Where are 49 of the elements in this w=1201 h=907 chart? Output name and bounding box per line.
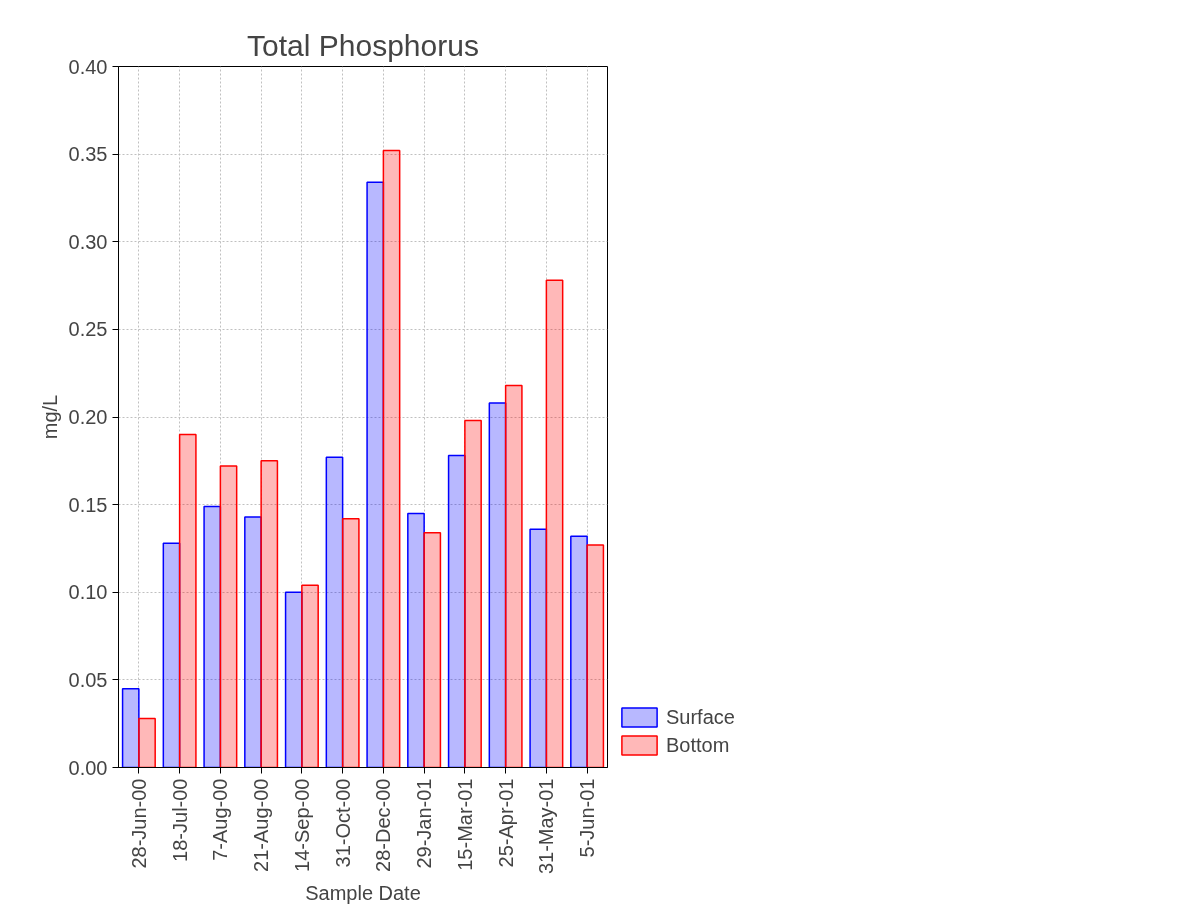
bar — [341, 517, 360, 768]
bar — [219, 465, 238, 768]
bar — [162, 542, 181, 768]
bar — [325, 456, 344, 768]
bar — [529, 528, 548, 768]
legend-label: Surface — [666, 705, 735, 729]
x-tick-label: 21-Aug-00 — [250, 778, 273, 872]
x-tick-label: 18-Jul-00 — [168, 778, 191, 862]
bar — [178, 433, 197, 768]
x-tick-label: 5-Jun-01 — [576, 778, 599, 858]
x-tick-label: 14-Sep-00 — [290, 778, 313, 872]
chart-title: Total Phosphorus — [247, 28, 479, 62]
bar — [586, 544, 605, 768]
bar — [244, 516, 262, 768]
bar — [138, 717, 156, 768]
bar — [301, 584, 319, 768]
bar — [382, 149, 401, 768]
y-tick-label: 0.10 — [68, 581, 108, 604]
y-tick-label: 0.40 — [68, 55, 108, 78]
bar — [203, 505, 222, 768]
bar — [447, 454, 466, 768]
bar — [423, 531, 442, 768]
bar — [504, 384, 523, 768]
bar — [570, 535, 588, 768]
y-tick-label: 0.35 — [68, 143, 108, 166]
y-tick-label: 0.25 — [68, 318, 108, 341]
x-tick-label: 31-Oct-00 — [331, 778, 354, 868]
y-tick-label: 0.00 — [68, 756, 108, 779]
x-tick-label: 15-Mar-01 — [453, 778, 476, 871]
bar — [407, 512, 425, 768]
y-tick-label: 0.15 — [68, 493, 108, 516]
y-axis-title: mg/L — [38, 394, 61, 440]
y-tick-label: 0.20 — [68, 406, 108, 428]
bar — [366, 181, 385, 768]
bar — [121, 687, 140, 768]
y-tick-label: 0.30 — [68, 230, 108, 253]
x-axis-title: Sample Date — [305, 882, 421, 905]
x-tick-label: 28-Dec-00 — [372, 778, 395, 872]
legend-label: Bottom — [666, 733, 730, 757]
x-tick-label: 7-Aug-00 — [209, 778, 232, 861]
x-tick-label: 31-May-01 — [535, 778, 558, 875]
x-tick-label: 28-Jun-00 — [127, 778, 150, 869]
x-tick-label: 29-Jan-01 — [413, 778, 436, 869]
bar — [464, 419, 482, 768]
y-tick-label: 0.05 — [68, 668, 108, 691]
bar — [260, 460, 279, 768]
x-tick-label: 25-Apr-01 — [494, 778, 517, 868]
bar — [488, 402, 507, 768]
bar — [545, 279, 564, 768]
